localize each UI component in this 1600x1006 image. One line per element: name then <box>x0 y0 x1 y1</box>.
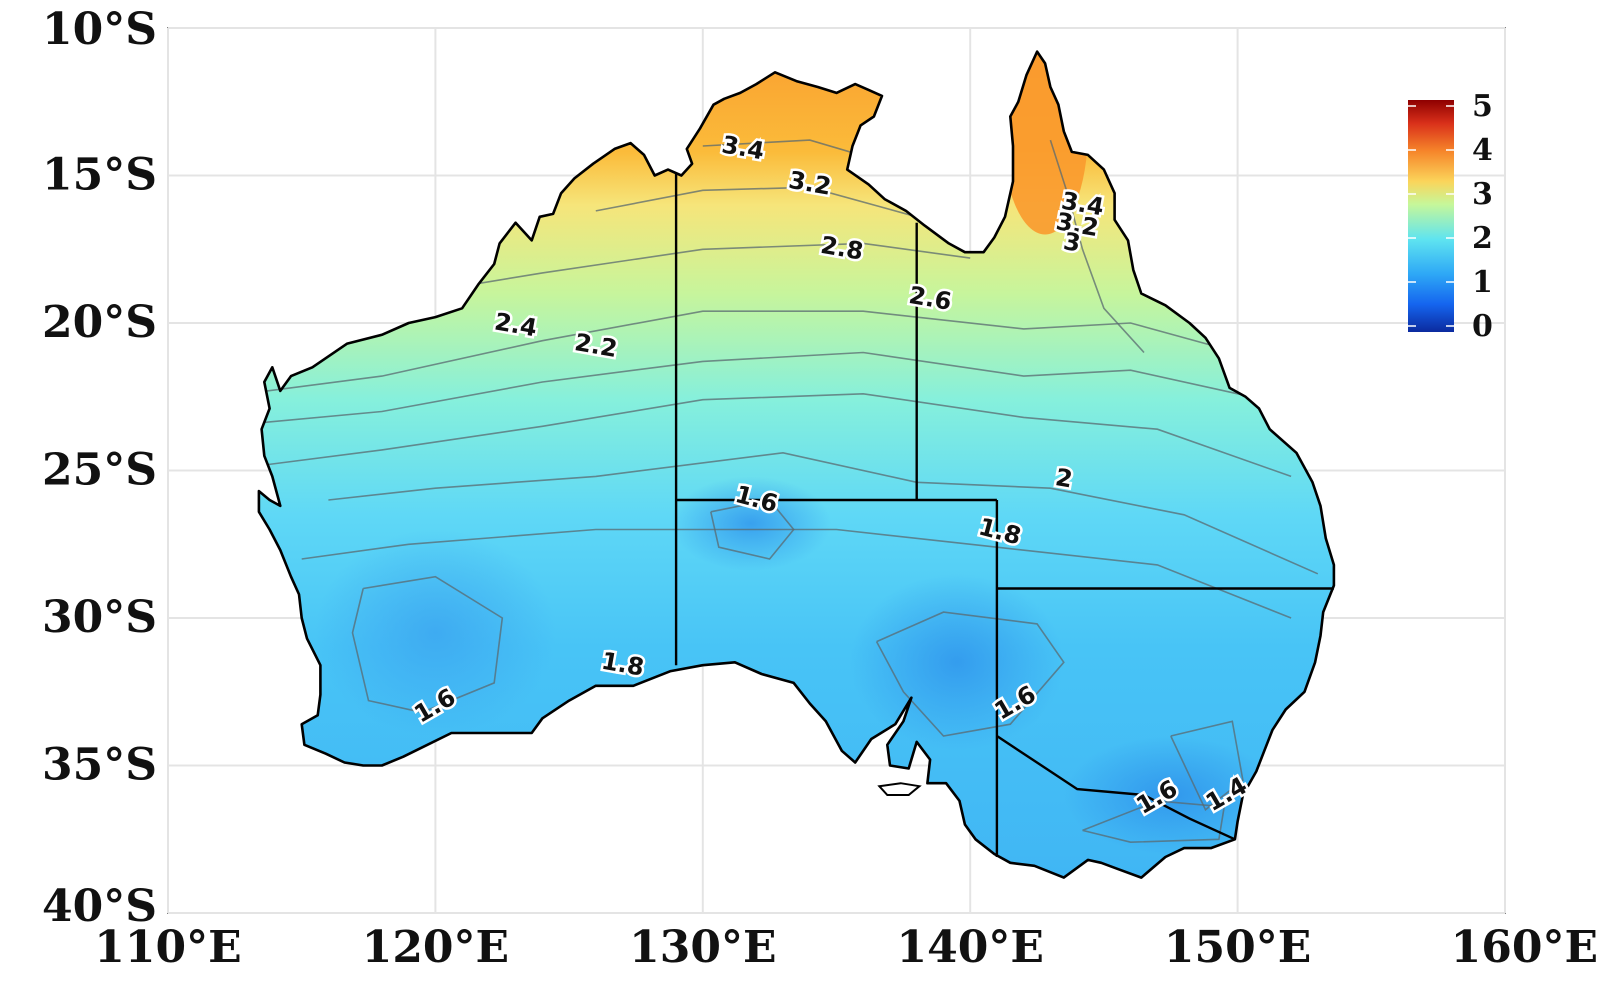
y-tick-label: 35°S <box>42 740 157 791</box>
contour-line <box>328 451 1319 575</box>
colorbar-tick-label: 0 <box>1472 309 1493 344</box>
contour-label: 1.8 <box>599 647 646 682</box>
contour-label: 2.8 <box>819 231 866 266</box>
state-border <box>996 734 1236 841</box>
contour-line <box>1049 139 1145 354</box>
x-tick-label: 140°E <box>897 922 1044 973</box>
colorbar-gradient <box>1408 100 1454 332</box>
y-tick-label: 40°S <box>42 881 157 932</box>
y-tick-label: 25°S <box>42 445 157 496</box>
colorbar-ticks: 5 4 3 2 1 0 <box>1408 89 1493 344</box>
southeast-low <box>1063 736 1278 854</box>
colorbar-tick-label: 3 <box>1472 177 1493 212</box>
x-tick-label: 160°E <box>1451 922 1598 973</box>
y-axis-ticks: 10°S 15°S 20°S 25°S 30°S 35°S 40°S <box>42 4 157 932</box>
southwest-low <box>315 529 556 736</box>
australia-coastline <box>257 50 1336 879</box>
contour-line <box>1170 720 1244 812</box>
state-borders <box>674 172 1334 857</box>
y-tick-label: 10°S <box>42 4 157 55</box>
contour-line <box>595 186 917 218</box>
contour-label: 3.2 <box>1054 207 1101 242</box>
x-tick-label: 130°E <box>629 922 776 973</box>
x-tick-label: 150°E <box>1164 922 1311 973</box>
colorbar: 5 4 3 2 1 0 <box>1408 89 1493 344</box>
contour-lines <box>258 139 1319 844</box>
y-tick-label: 30°S <box>42 592 157 643</box>
x-tick-label: 120°E <box>362 922 509 973</box>
contour-line <box>258 310 1238 398</box>
x-tick-label: 110°E <box>94 922 241 973</box>
kangaroo-island <box>877 782 922 796</box>
contour-line <box>1082 800 1226 844</box>
y-tick-label: 20°S <box>42 297 157 348</box>
contour-line <box>710 499 795 560</box>
colorbar-tick-label: 2 <box>1472 221 1493 256</box>
south-australia-low <box>849 573 1064 751</box>
x-axis-ticks: 110°E 120°E 130°E 140°E 150°E 160°E <box>94 922 1598 973</box>
colorbar-tick-label: 4 <box>1472 133 1493 168</box>
colorbar-tick-label: 5 <box>1472 89 1493 124</box>
contour-line <box>301 528 1292 619</box>
y-tick-label: 15°S <box>42 150 157 201</box>
colorbar-tick-label: 1 <box>1472 265 1493 300</box>
contour-line <box>258 351 1265 428</box>
contour-line <box>258 392 1292 478</box>
contour-line <box>351 575 504 714</box>
